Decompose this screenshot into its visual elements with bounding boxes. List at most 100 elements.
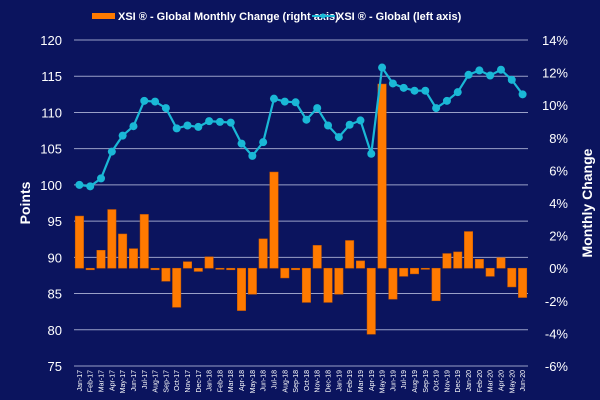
x-tick-label: Jan-17	[77, 370, 84, 392]
left-tick-label: 90	[48, 250, 62, 265]
point-xsi-global	[486, 71, 495, 80]
point-xsi-global	[291, 98, 300, 107]
bar-monthly-change	[334, 267, 344, 295]
x-tick-label: Jan-20	[466, 370, 473, 392]
right-tick-label: 8%	[549, 131, 568, 146]
left-tick-label: 105	[40, 142, 62, 157]
bar-monthly-change	[323, 267, 333, 303]
point-xsi-global	[324, 121, 333, 130]
point-xsi-global	[518, 90, 527, 99]
x-tick-label: Sep-19	[423, 370, 430, 393]
x-tick-label: Jul-19	[401, 370, 408, 389]
bar-monthly-change	[301, 267, 311, 303]
x-tick-label: Mar-20	[488, 370, 495, 392]
bar-monthly-change	[377, 83, 387, 269]
bar-monthly-change	[312, 245, 322, 269]
bar-monthly-change	[161, 267, 171, 282]
bar-monthly-change	[410, 267, 419, 275]
x-tick-label: May-18	[250, 370, 257, 393]
point-xsi-global	[215, 117, 224, 126]
point-xsi-global	[97, 174, 106, 183]
x-tick-label: Oct-17	[174, 370, 181, 391]
left-tick-label: 95	[48, 214, 62, 229]
bar-monthly-change	[464, 231, 474, 269]
bar-monthly-change	[280, 267, 290, 279]
x-tick-label: Mar-19	[358, 370, 365, 392]
bar-monthly-change	[118, 233, 128, 269]
x-tick-label: Feb-20	[477, 370, 484, 392]
x-tick-label: Jan-18	[207, 370, 214, 392]
point-xsi-global	[334, 133, 343, 142]
right-tick-label: 2%	[549, 229, 568, 244]
bar-monthly-change	[128, 248, 138, 269]
x-tick-label: Jan-19	[336, 370, 343, 392]
point-xsi-global	[107, 147, 116, 156]
point-xsi-global	[442, 96, 451, 105]
bar-monthly-change	[355, 260, 365, 269]
x-tick-label: Oct-18	[304, 370, 311, 391]
right-tick-label: 6%	[549, 163, 568, 178]
point-xsi-global	[129, 122, 138, 131]
point-xsi-global	[453, 88, 462, 97]
point-xsi-global	[86, 182, 95, 191]
legend-swatch-marker	[320, 13, 326, 19]
line-xsi-global	[79, 64, 524, 188]
point-xsi-global	[140, 96, 149, 105]
x-tick-label: Aug-17	[153, 370, 160, 393]
point-xsi-global	[496, 65, 505, 74]
point-xsi-global	[475, 66, 484, 75]
left-tick-label: 80	[48, 323, 62, 338]
point-xsi-global	[464, 70, 473, 79]
left-tick-label: 115	[41, 69, 62, 84]
x-tick-label: Jul-18	[271, 370, 278, 389]
bar-monthly-change	[507, 267, 517, 288]
point-xsi-global	[172, 124, 181, 133]
point-xsi-global	[313, 104, 322, 113]
bar-monthly-change	[247, 267, 257, 295]
right-tick-label: -2%	[545, 294, 569, 309]
bar-monthly-change	[269, 171, 279, 269]
x-tick-label: May-19	[380, 370, 387, 393]
bar-monthly-change	[420, 267, 430, 270]
point-xsi-global	[259, 138, 268, 147]
bar-monthly-change	[366, 267, 376, 335]
left-tick-label: 120	[40, 33, 62, 48]
x-tick-label: Mar-17	[99, 370, 106, 392]
x-tick-label: Mar-18	[228, 370, 235, 392]
x-tick-label: Jun-20	[520, 370, 527, 392]
x-tick-label: Jun-18	[261, 370, 268, 392]
point-xsi-global	[161, 104, 170, 113]
bar-monthly-change	[172, 267, 182, 308]
point-xsi-global	[421, 86, 430, 95]
bar-monthly-change	[85, 267, 95, 271]
bar-monthly-change	[204, 256, 214, 269]
x-tick-label: Jun-19	[390, 370, 397, 392]
bar-monthly-change	[215, 267, 225, 270]
point-xsi-global	[248, 151, 257, 160]
point-xsi-global	[432, 104, 441, 113]
point-xsi-global	[410, 86, 419, 95]
x-tick-label: Apr-20	[498, 370, 505, 391]
bar-monthly-change	[399, 267, 409, 277]
x-tick-label: Nov-17	[185, 370, 192, 393]
point-xsi-global	[205, 117, 214, 126]
bar-monthly-change	[183, 261, 192, 269]
x-tick-label: Jun-17	[131, 370, 138, 392]
bar-monthly-change	[453, 251, 463, 269]
x-tick-label: Aug-18	[282, 370, 289, 393]
x-tick-label: Apr-18	[239, 370, 246, 391]
right-axis-title: Monthly Change	[579, 148, 595, 257]
point-xsi-global	[269, 94, 278, 103]
bar-monthly-change	[193, 267, 203, 272]
bar-monthly-change	[107, 209, 117, 269]
x-tick-label: Feb-19	[347, 370, 354, 392]
legend-label-bar: XSI ® - Global Monthly Change (right axi…	[118, 11, 339, 23]
bar-monthly-change	[150, 267, 160, 271]
bar-monthly-change	[474, 258, 484, 269]
x-tick-label: Oct-19	[434, 370, 441, 391]
bar-monthly-change	[518, 267, 528, 298]
bar-monthly-change	[258, 238, 268, 269]
right-tick-label: -4%	[545, 326, 569, 341]
right-tick-label: 4%	[549, 196, 568, 211]
